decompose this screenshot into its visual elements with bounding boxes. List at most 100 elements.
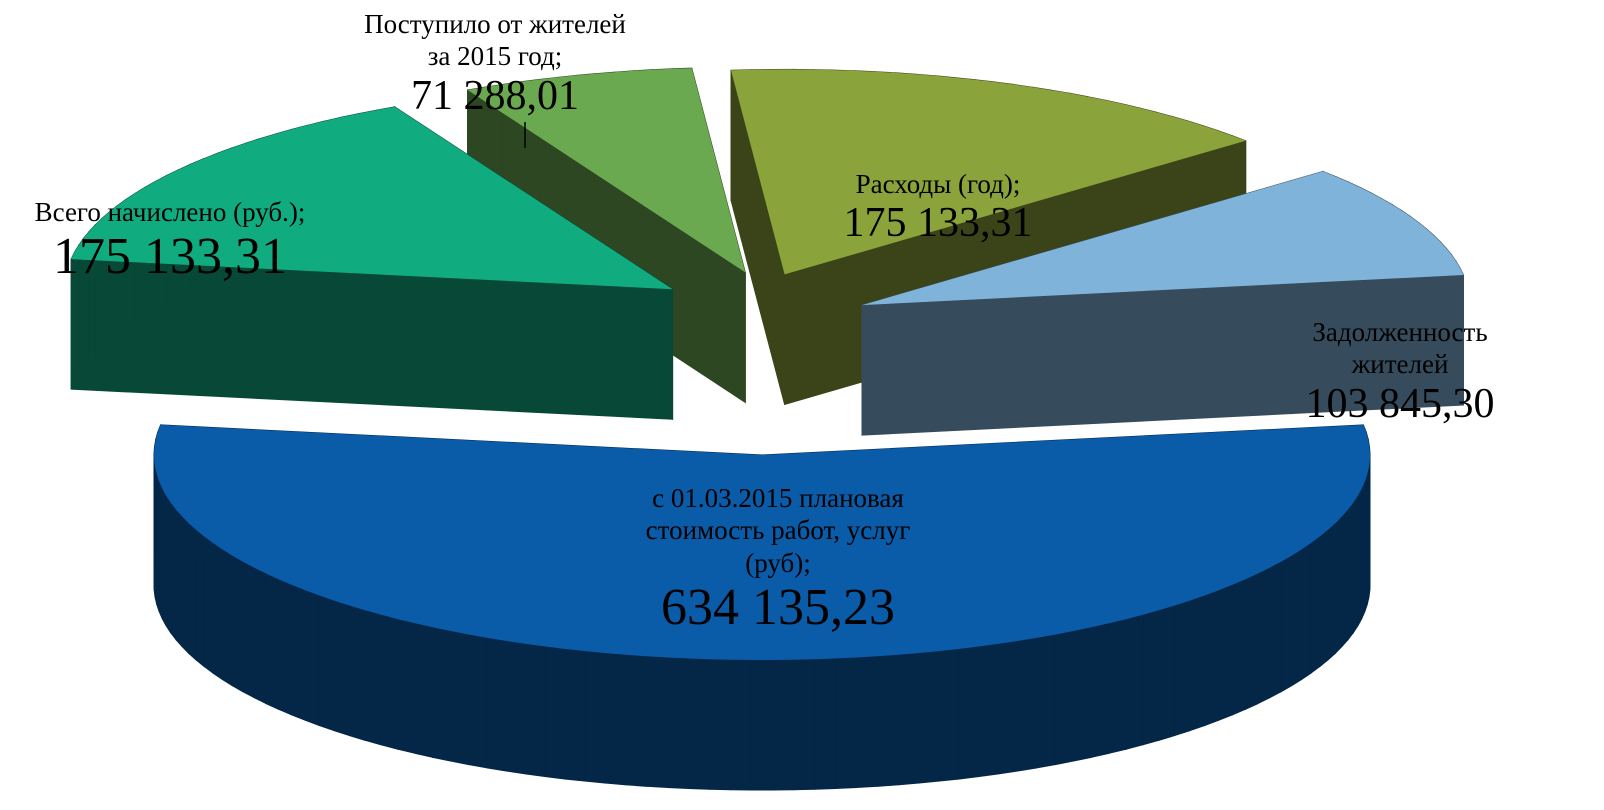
slice-label: Расходы (год); 175 133,31 <box>844 168 1033 247</box>
slice-side <box>708 658 731 791</box>
slice-side <box>978 643 999 778</box>
value-label: 175 133,31 <box>843 200 1033 247</box>
slice-side <box>364 609 382 746</box>
slice-side <box>1352 494 1359 635</box>
slice-side <box>1091 622 1110 758</box>
slice-side <box>605 652 627 786</box>
category-label: Всего начислено (руб.); <box>34 197 306 227</box>
slice-side <box>750 659 774 791</box>
slice-side <box>1174 599 1191 737</box>
slice-side <box>1280 554 1293 693</box>
slice <box>70 105 674 421</box>
slice-side <box>333 599 350 737</box>
value-label: 175 133,31 <box>53 228 287 286</box>
slice-side <box>1310 535 1321 674</box>
slice-side <box>525 643 546 778</box>
slice-side <box>544 645 566 780</box>
value-label: 71 288,01 <box>411 72 579 119</box>
slice-side <box>505 640 527 775</box>
slice-side <box>1301 541 1312 681</box>
slice-side <box>450 630 470 766</box>
slice-side <box>1335 515 1343 655</box>
slice-label: Задолженность жителей 103 845,30 <box>1298 316 1502 427</box>
category-label: Поступило от жителей за 2015 год; <box>364 9 626 72</box>
slice-side <box>687 657 710 790</box>
slice-label: Поступило от жителей за 2015 год; 71 288,… <box>364 8 626 119</box>
slice-side <box>1073 626 1092 762</box>
slice-side <box>876 654 899 787</box>
slice-side <box>242 560 255 699</box>
slice-side <box>380 614 399 750</box>
slice-top <box>71 106 673 290</box>
slice-side <box>486 637 507 772</box>
slice-side <box>861 274 1464 436</box>
slice-side <box>212 541 223 681</box>
slice-side <box>231 554 244 693</box>
slice-side <box>1017 637 1038 772</box>
slice-label: с 01.03.2015 плановая стоимость работ, у… <box>646 482 911 636</box>
slice-side <box>856 655 878 789</box>
slice-side <box>304 589 320 727</box>
slice-side <box>666 656 689 790</box>
slice-side <box>1054 630 1074 766</box>
category-label: Задолженность жителей <box>1312 317 1488 380</box>
value-label: 103 845,30 <box>1305 380 1495 427</box>
slice-side <box>265 572 279 710</box>
slice-side <box>290 584 306 721</box>
slice-side <box>1269 560 1282 699</box>
slice-side <box>468 634 488 769</box>
slice-side <box>1257 566 1271 705</box>
slice-side <box>814 657 837 790</box>
slice-side <box>1357 488 1363 626</box>
slice-side <box>625 654 648 787</box>
slice-side <box>1341 508 1349 648</box>
slice-side <box>1125 614 1144 750</box>
slice-side <box>897 652 919 786</box>
slice-side <box>1319 528 1329 668</box>
slice-side <box>1036 634 1056 769</box>
slice-side <box>1291 548 1303 687</box>
slice-side <box>1347 501 1354 641</box>
category-label: Расходы (год); <box>855 169 1021 199</box>
slice-side <box>958 645 980 780</box>
slice-side <box>646 655 668 789</box>
slice-top <box>154 424 1370 660</box>
slice-side <box>221 548 233 687</box>
slice-side <box>318 594 335 732</box>
slice-side <box>1245 572 1259 710</box>
slice-side <box>414 622 433 758</box>
slice-side <box>348 604 366 741</box>
slice-side <box>277 578 292 716</box>
slice <box>467 67 746 404</box>
slice-side <box>432 626 451 762</box>
slice-side <box>1189 594 1206 732</box>
slice-side <box>1327 521 1336 661</box>
slice-side <box>1108 618 1127 754</box>
slice-top <box>862 171 1464 306</box>
slice-side <box>584 650 606 784</box>
slice-top <box>467 68 746 273</box>
slice-side <box>1218 584 1234 721</box>
slice-side <box>835 656 858 790</box>
slice-side <box>564 648 586 782</box>
slice-side <box>1142 609 1160 746</box>
slice-side <box>793 658 816 791</box>
slice-side <box>1232 578 1247 716</box>
slice-label: Всего начислено (руб.); 175 133,31 <box>35 196 306 286</box>
slice-side <box>938 648 960 782</box>
value-label: 634 135,23 <box>661 579 895 637</box>
slice-side <box>997 640 1019 775</box>
slice-side <box>772 659 795 791</box>
slice <box>861 170 1464 436</box>
slice-top <box>731 69 1246 275</box>
slice-side <box>397 618 416 754</box>
slice <box>153 424 1371 791</box>
slice-side <box>729 659 752 791</box>
slice-side <box>918 650 940 784</box>
category-label: с 01.03.2015 плановая стоимость работ, у… <box>645 483 911 578</box>
slice-side <box>1158 604 1176 741</box>
slice-side <box>253 566 267 705</box>
slice-side <box>1204 589 1220 727</box>
